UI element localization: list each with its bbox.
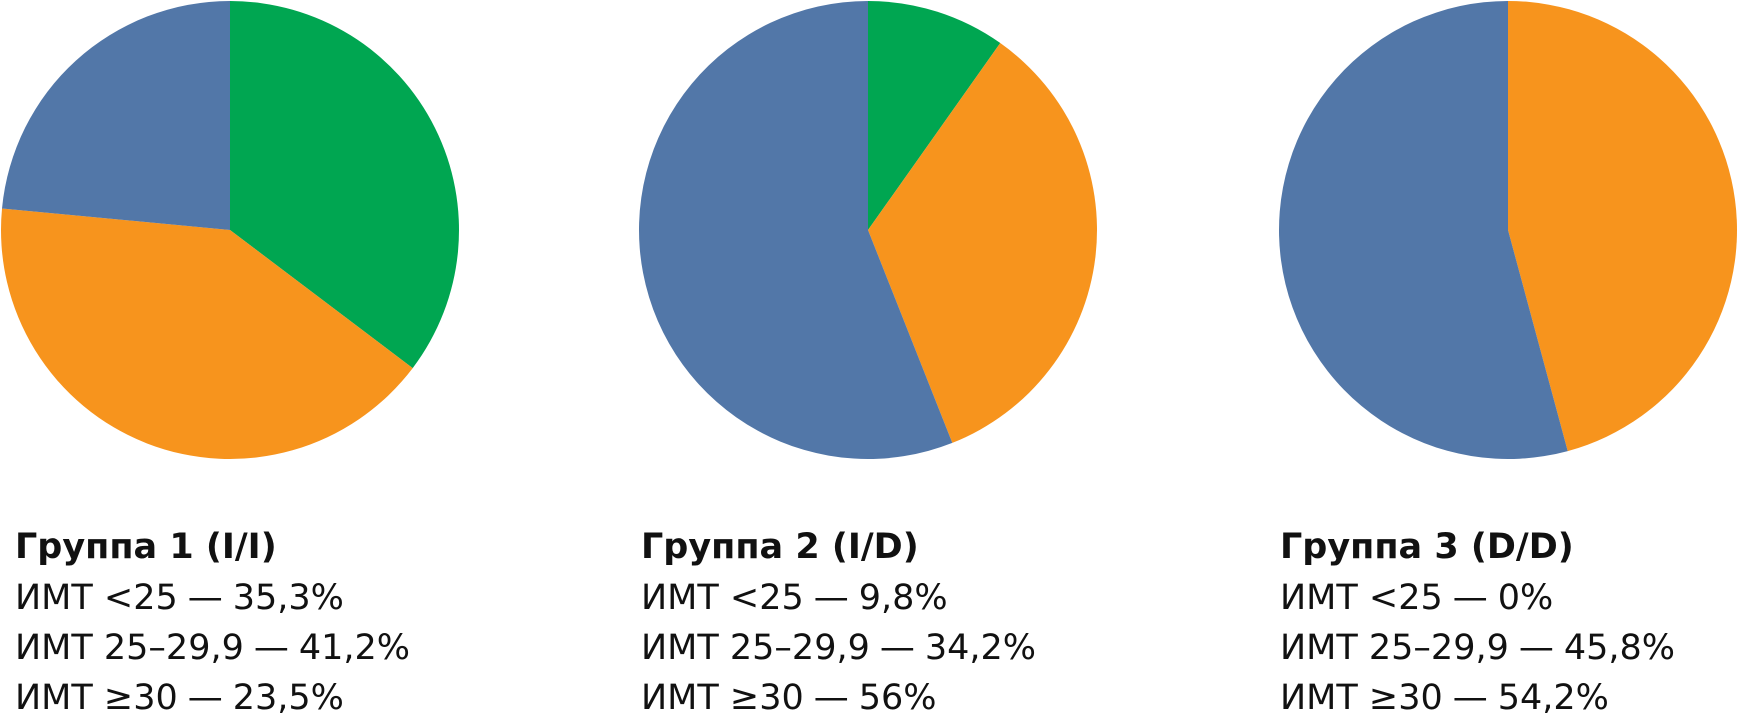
pie-slice bbox=[1, 208, 413, 459]
value-label: 0% bbox=[1498, 578, 1554, 618]
separator: — bbox=[188, 578, 223, 618]
pie-slice bbox=[1508, 1, 1738, 452]
value-label: 54,2% bbox=[1498, 678, 1609, 718]
separator: — bbox=[1453, 578, 1488, 618]
pie-slice bbox=[2, 1, 230, 230]
category-label: ИМТ ≥30 bbox=[1280, 678, 1443, 718]
value-label: 9,8% bbox=[859, 578, 948, 618]
category-label: ИМТ 25–29,9 bbox=[15, 628, 244, 668]
value-label: 34,2% bbox=[925, 628, 1036, 668]
category-label: ИМТ 25–29,9 bbox=[1280, 628, 1509, 668]
separator: — bbox=[814, 578, 849, 618]
category-label: ИМТ <25 bbox=[15, 578, 178, 618]
legend-entry: ИМТ ≥30—23,5% bbox=[15, 678, 344, 718]
chart-title: Группа 2 (I/D) bbox=[641, 527, 919, 567]
chart-title: Группа 3 (D/D) bbox=[1280, 527, 1574, 567]
legend-entry: ИМТ <25—35,3% bbox=[15, 578, 344, 618]
value-label: 23,5% bbox=[233, 678, 344, 718]
separator: — bbox=[880, 628, 915, 668]
legend-entry: ИМТ 25–29,9—34,2% bbox=[641, 628, 1036, 668]
pie-slice bbox=[1279, 1, 1568, 460]
value-label: 35,3% bbox=[233, 578, 344, 618]
category-label: ИМТ 25–29,9 bbox=[641, 628, 870, 668]
separator: — bbox=[1519, 628, 1554, 668]
pie-slice bbox=[639, 1, 953, 459]
separator: — bbox=[188, 678, 223, 718]
value-label: 45,8% bbox=[1564, 628, 1675, 668]
pie-slice bbox=[868, 1, 1001, 230]
category-label: ИМТ <25 bbox=[641, 578, 804, 618]
category-label: ИМТ ≥30 bbox=[641, 678, 804, 718]
category-label: ИМТ <25 bbox=[1280, 578, 1443, 618]
legend-entry: ИМТ ≥30—56% bbox=[641, 678, 937, 718]
separator: — bbox=[254, 628, 289, 668]
separator: — bbox=[1453, 678, 1488, 718]
value-label: 41,2% bbox=[299, 628, 410, 668]
legend-entry: ИМТ 25–29,9—45,8% bbox=[1280, 628, 1675, 668]
separator: — bbox=[814, 678, 849, 718]
category-label: ИМТ ≥30 bbox=[15, 678, 178, 718]
legend-entry: ИМТ <25—9,8% bbox=[641, 578, 948, 618]
value-label: 56% bbox=[859, 678, 937, 718]
pie-slice bbox=[868, 43, 1097, 443]
chart-title: Группа 1 (I/I) bbox=[15, 527, 277, 567]
legend-entry: ИМТ 25–29,9—41,2% bbox=[15, 628, 410, 668]
legend-entry: ИМТ ≥30—54,2% bbox=[1280, 678, 1609, 718]
legend-entry: ИМТ <25—0% bbox=[1280, 578, 1553, 618]
pie-slice bbox=[230, 1, 459, 369]
